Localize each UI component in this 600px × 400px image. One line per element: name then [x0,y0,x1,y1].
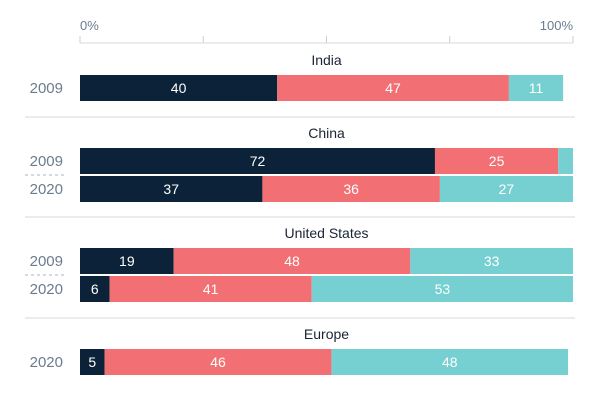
bar-segment [434,148,559,174]
bar-value-label: 33 [484,253,500,269]
bar-segment [558,148,573,174]
bar-value-label: 48 [284,253,300,269]
bar-segment [439,176,573,202]
bar-segment [104,349,332,375]
year-label: 2020 [30,181,63,198]
year-label: 2009 [30,80,63,97]
year-label: 2020 [30,281,63,298]
bar-value-label: 5 [88,354,96,370]
bar-segment [311,276,573,302]
bar-segment [277,75,509,101]
bar-segment [80,75,278,101]
bar-value-label: 46 [210,354,226,370]
bar-value-label: 41 [203,281,219,297]
bar-segment [173,248,411,274]
bar-value-label: 11 [529,80,544,96]
bar-value-label: 25 [489,153,505,169]
group-title: Europe [304,326,349,342]
bar-segment [262,176,440,202]
bar-segment [331,349,569,375]
year-label: 2020 [30,354,63,371]
bar-value-label: 6 [91,281,99,297]
bar-segment [80,248,174,274]
group-title: India [311,52,342,68]
bar-segment [410,248,573,274]
bar-value-label: 27 [499,181,515,197]
bar-value-label: 36 [343,181,359,197]
bar-segment [80,176,263,202]
group-title: China [308,125,345,141]
year-label: 2009 [30,153,63,170]
bar-value-label: 37 [163,181,179,197]
bar-value-label: 40 [171,80,187,96]
bar-segment [109,276,312,302]
bar-segment [80,349,105,375]
year-label: 2009 [30,253,63,270]
group-title: United States [284,225,368,241]
bar-value-label: 47 [385,80,401,96]
bar-segment [80,148,435,174]
x-tick-label: 0% [80,18,99,33]
x-tick-label: 100% [540,18,574,33]
bar-segment [508,75,564,101]
bar-value-label: 53 [435,281,451,297]
bar-value-label: 19 [119,253,135,269]
bar-value-label: 72 [250,153,266,169]
bar-segment [80,276,110,302]
bar-value-label: 48 [442,354,458,370]
